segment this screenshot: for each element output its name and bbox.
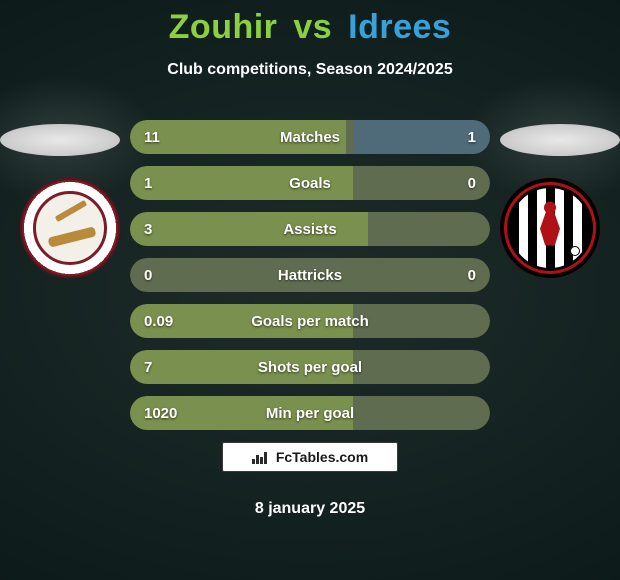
stat-row-value-left: 7 <box>144 350 152 384</box>
stat-row: Goals1 0 <box>130 166 490 200</box>
player1-name: Zouhir <box>169 8 278 46</box>
stat-row-value-left: 3 <box>144 212 152 246</box>
stat-row-value-right: 0 <box>468 166 476 200</box>
club-badge-left <box>20 178 120 278</box>
subtitle: Club competitions, Season 2024/2025 <box>0 61 620 79</box>
footer-logo: FcTables.com <box>222 442 398 472</box>
stat-row: Shots per goal7 <box>130 350 490 384</box>
player2-name: Idrees <box>348 8 451 46</box>
stat-row: Min per goal1020 <box>130 396 490 430</box>
stat-row-label: Goals <box>130 166 490 200</box>
stat-row-value-left: 1020 <box>144 396 177 430</box>
stats-rows: Matches111Goals10Assists3Hattricks00Goal… <box>130 120 490 442</box>
stat-row-label: Shots per goal <box>130 350 490 384</box>
stat-row: Matches111 <box>130 120 490 154</box>
stat-row-label: Goals per match <box>130 304 490 338</box>
stat-row-value-right: 1 <box>468 120 476 154</box>
stat-row-label: Hattricks <box>130 258 490 292</box>
stat-row-label: Assists <box>130 212 490 246</box>
club-badge-right-stripes <box>510 188 590 268</box>
stat-row-value-left: 11 <box>144 120 160 154</box>
stat-row-label: Min per goal <box>130 396 490 430</box>
club-badge-right <box>500 178 600 278</box>
page-title: Zouhir vs Idrees <box>0 0 620 47</box>
club-badge-right-figure <box>536 202 564 250</box>
ellipse-left <box>0 124 120 156</box>
stat-row-value-left: 1 <box>144 166 152 200</box>
stat-row-value-left: 0.09 <box>144 304 173 338</box>
stat-row-value-left: 0 <box>144 258 152 292</box>
vs-label: vs <box>293 8 332 46</box>
ellipse-right <box>500 124 620 156</box>
stat-row: Hattricks0 0 <box>130 258 490 292</box>
stat-row-label: Matches <box>130 120 490 154</box>
bars-icon <box>252 450 270 464</box>
stat-row-value-right: 0 <box>468 258 476 292</box>
footer-date: 8 january 2025 <box>0 500 620 518</box>
footer-site: FcTables.com <box>276 449 368 465</box>
club-badge-right-ball <box>570 246 580 256</box>
stat-row: Assists3 <box>130 212 490 246</box>
club-badge-left-inner <box>33 191 107 265</box>
stat-row: Goals per match0.09 <box>130 304 490 338</box>
